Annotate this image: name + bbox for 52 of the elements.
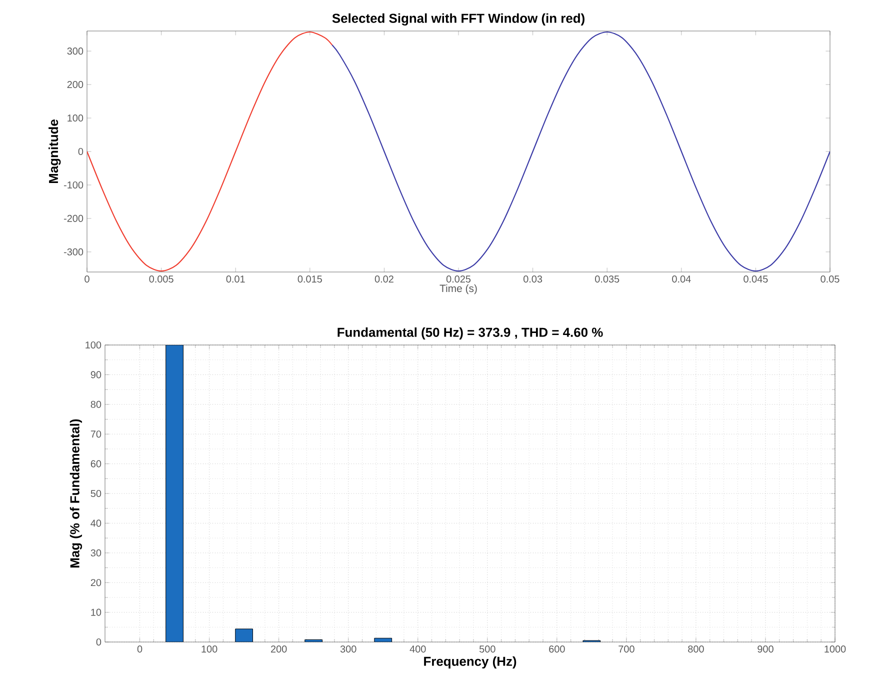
y-tick-label: 70 [90,430,102,438]
x-tick-label: 700 [618,646,634,653]
x-tick-label: 0.045 [744,276,768,283]
x-tick-label: 0.02 [374,276,394,283]
line-series [332,31,830,272]
y-tick-label: 40 [90,520,102,527]
chart-title: Selected Signal with FFT Window (in red) [332,13,584,26]
x-tick-label: 400 [410,646,426,653]
y-tick-label: 80 [90,400,102,408]
y-tick-label: 0 [78,148,84,156]
x-axis-title: Time (s) [440,284,477,294]
bar [235,628,253,642]
x-axis-title: Frequency (Hz) [424,656,516,668]
y-tick-label: 100 [86,341,102,349]
x-tick-label: 300 [340,646,356,653]
y-axis-title: Magnitude [48,120,61,184]
y-tick-label: 0 [96,638,102,646]
x-tick-label: 0.015 [298,276,322,283]
x-tick-label: 0.04 [672,276,691,283]
bar [304,639,323,642]
x-tick-label: 0 [84,276,90,283]
y-tick-label: 30 [90,549,102,556]
y-tick-label: 300 [67,48,84,55]
bar [166,344,184,642]
x-tick-label: 0 [137,646,142,653]
y-tick-label: 60 [90,460,102,468]
x-tick-label: 0.05 [820,276,840,283]
bar [374,638,392,642]
line-series [87,31,333,272]
y-tick-label: 90 [90,371,102,378]
y-tick-label: 100 [68,114,84,122]
y-axis-title: Mag (% of Fundamental) [70,419,82,568]
x-tick-label: 0.03 [524,276,542,283]
y-tick-label: -100 [64,181,84,188]
x-tick-label: 0.035 [595,276,620,283]
x-tick-label: 500 [479,646,496,653]
x-tick-label: 1000 [824,646,846,653]
y-tick-label: -300 [64,248,84,256]
y-tick-label: 10 [91,608,102,616]
chart-title: Fundamental (50 Hz) = 373.9 , THD = 4.60 % [338,327,603,340]
x-tick-label: 100 [202,646,218,653]
y-tick-label: 200 [67,81,84,88]
x-tick-label: 800 [688,646,704,653]
x-tick-label: 0.01 [226,276,245,283]
x-tick-label: 200 [271,646,287,653]
x-tick-label: 0.005 [149,276,174,283]
x-tick-label: 900 [758,646,774,653]
y-tick-label: 50 [90,490,102,498]
x-tick-label: 600 [549,646,565,653]
y-tick-label: 20 [90,579,102,586]
y-tick-label: -200 [64,214,84,222]
x-tick-label: 0.025 [446,276,471,283]
